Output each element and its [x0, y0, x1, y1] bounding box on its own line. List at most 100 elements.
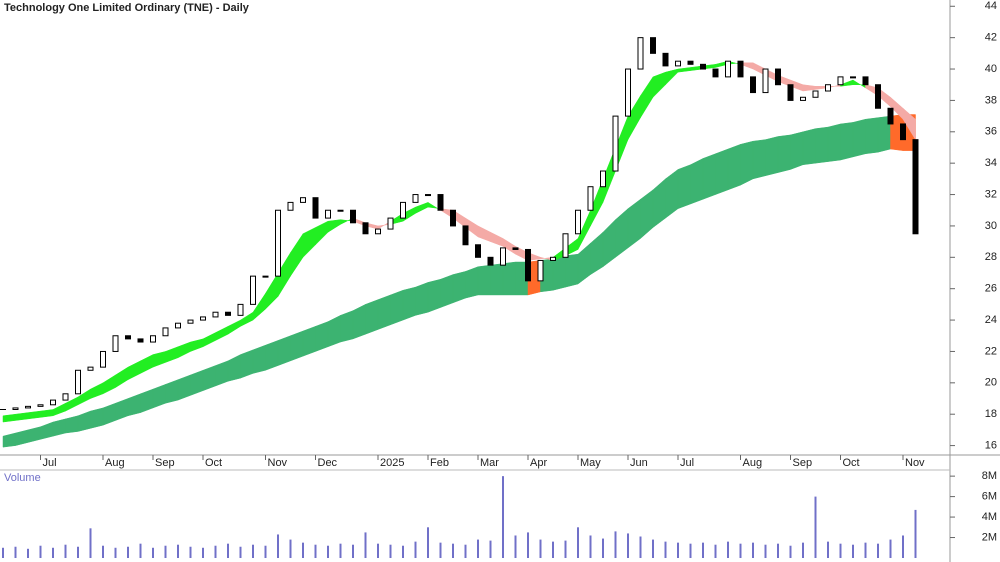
volume-bar — [664, 541, 667, 558]
short-band — [40, 409, 54, 418]
x-tick-label: Aug — [743, 457, 763, 469]
candle — [662, 52, 669, 67]
x-tick-label: Mar — [480, 457, 499, 469]
candle — [50, 399, 56, 406]
volume-bar — [652, 539, 654, 558]
candle — [462, 225, 469, 246]
volume-bar — [464, 544, 467, 558]
volume-bar — [689, 543, 692, 558]
x-tick-label: Oct — [843, 457, 860, 469]
volume-bar — [177, 544, 179, 558]
candle — [12, 407, 19, 410]
volume-bar — [789, 545, 792, 558]
x-tick-label: Jul — [680, 457, 694, 469]
long-band — [465, 266, 479, 299]
volume-bar — [377, 543, 379, 558]
volume-bar — [389, 544, 392, 558]
long-band — [302, 325, 316, 357]
long-band — [365, 299, 379, 335]
candle — [875, 84, 881, 109]
volume-bar — [14, 546, 17, 558]
long-band — [477, 264, 491, 296]
volume-bar — [314, 544, 317, 558]
volume-bar — [739, 543, 742, 558]
candle — [700, 63, 706, 70]
volume-bar — [102, 545, 104, 558]
long-band — [677, 164, 691, 210]
candle — [687, 60, 694, 65]
candle — [200, 316, 206, 321]
long-band — [815, 126, 829, 164]
candle — [562, 233, 569, 258]
volume-bar — [539, 539, 542, 558]
x-tick-label: Sep — [793, 457, 813, 469]
candle — [325, 209, 331, 219]
candle — [100, 350, 106, 368]
volume-bar — [714, 544, 717, 558]
volume-bar — [727, 541, 729, 558]
volume-bar — [502, 476, 504, 558]
volume-bar — [164, 545, 167, 558]
volume-bar — [752, 542, 754, 558]
long-band — [352, 303, 366, 340]
candle — [387, 217, 394, 230]
x-tick-label: May — [580, 457, 601, 469]
long-band — [190, 369, 204, 396]
long-band — [427, 278, 441, 313]
volume-bar — [527, 532, 529, 558]
x-tick-label: Aug — [105, 457, 125, 469]
volume-bar — [489, 540, 492, 558]
volume-bar — [627, 533, 629, 558]
candle — [750, 76, 756, 94]
volume-bar — [52, 547, 54, 558]
volume-bar — [427, 527, 429, 558]
candle — [825, 84, 831, 92]
volume-bar — [477, 539, 479, 558]
candle — [587, 186, 594, 211]
volume-bar — [252, 544, 254, 558]
long-band — [490, 263, 504, 296]
x-tick-label: Sep — [155, 457, 175, 469]
candle — [637, 37, 644, 70]
y-tick-label: 44 — [985, 0, 997, 12]
y-tick-label: 16 — [985, 439, 997, 451]
candle — [187, 319, 194, 324]
long-band — [740, 140, 754, 186]
x-tick-label: Feb — [430, 457, 449, 469]
volume-title: Volume — [4, 472, 41, 484]
long-band — [452, 271, 466, 304]
candle — [75, 369, 81, 395]
x-tick-label: Jun — [630, 457, 648, 469]
volume-bar — [639, 536, 642, 558]
volume-bar — [414, 541, 417, 558]
short-band — [2, 413, 16, 423]
long-band — [252, 344, 266, 374]
volume-bar — [514, 535, 517, 558]
volume-bar — [352, 544, 354, 558]
x-tick-label: Nov — [905, 457, 925, 469]
candle — [137, 338, 144, 343]
candle — [412, 194, 419, 203]
long-band — [402, 286, 416, 321]
candle — [400, 201, 406, 219]
volume-bar — [364, 532, 367, 558]
long-band — [827, 123, 841, 162]
candle — [600, 170, 606, 188]
y-tick-label: 26 — [985, 283, 997, 295]
y-tick-label: 32 — [985, 188, 997, 200]
candle — [300, 197, 306, 203]
candle — [175, 322, 181, 329]
candle — [62, 393, 69, 401]
short-band — [27, 410, 41, 420]
candle — [612, 115, 619, 172]
long-band — [802, 128, 816, 166]
candle — [650, 37, 656, 54]
volume-bar — [227, 543, 229, 558]
long-band — [565, 253, 579, 288]
x-tick-label: Apr — [530, 457, 547, 469]
volume-bar — [214, 545, 217, 558]
long-band — [790, 131, 804, 170]
long-band — [290, 330, 304, 362]
volume-bar — [827, 541, 829, 558]
